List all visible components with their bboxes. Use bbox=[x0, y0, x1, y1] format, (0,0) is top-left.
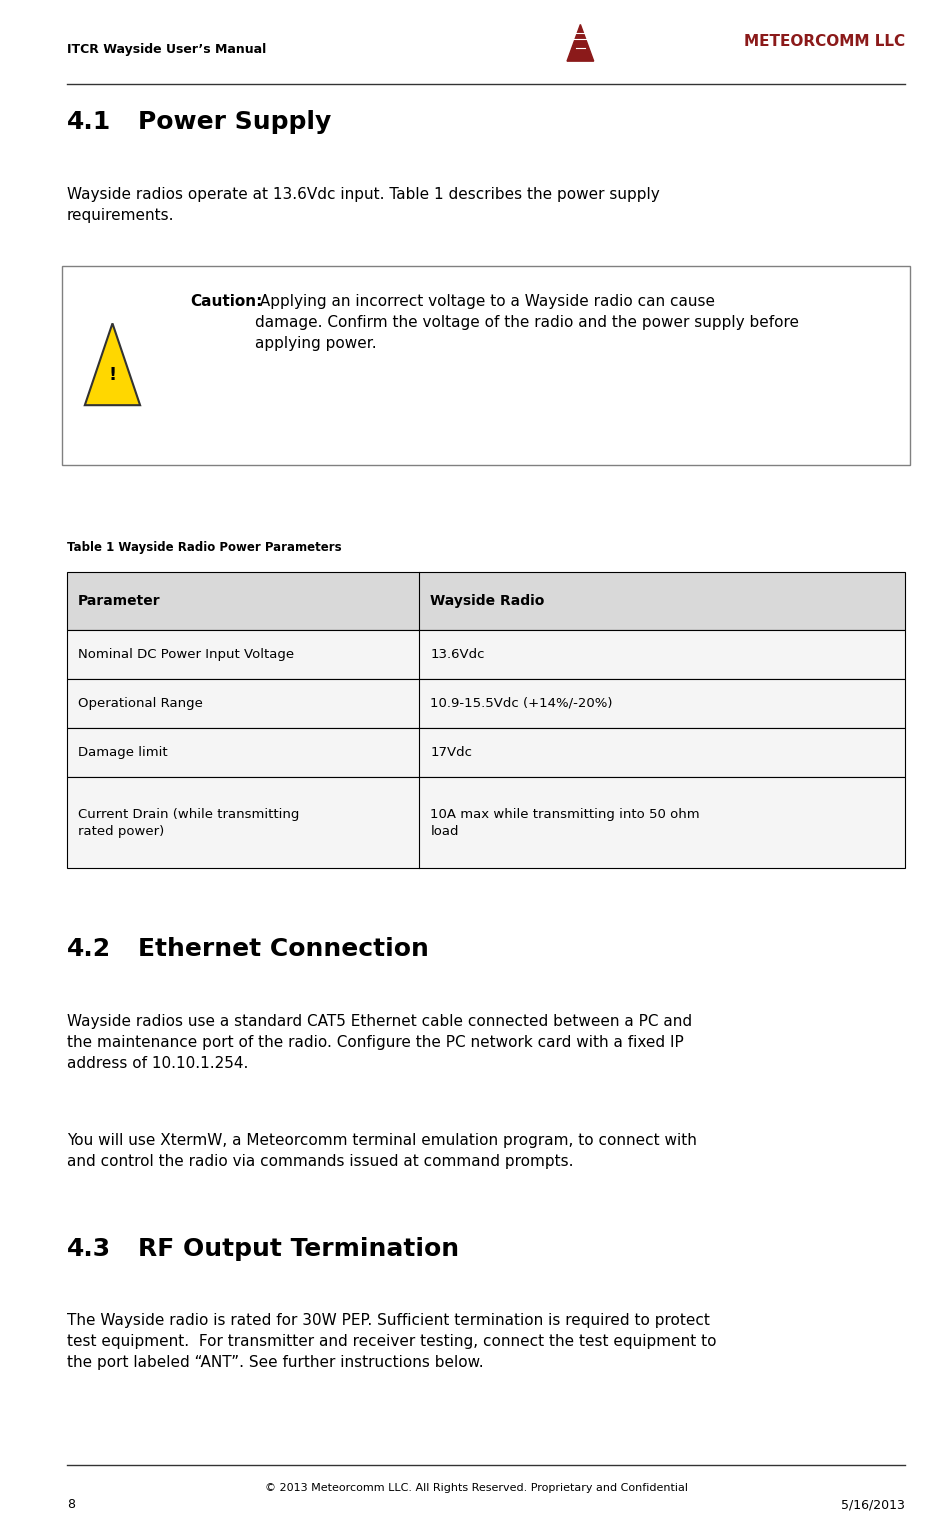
FancyBboxPatch shape bbox=[67, 630, 904, 679]
Text: Parameter: Parameter bbox=[78, 593, 161, 609]
Text: Wayside Radio: Wayside Radio bbox=[430, 593, 545, 609]
Text: Applying an incorrect voltage to a Wayside radio can cause
damage. Confirm the v: Applying an incorrect voltage to a Waysi… bbox=[255, 294, 799, 350]
Text: 5/16/2013: 5/16/2013 bbox=[841, 1498, 904, 1512]
Text: © 2013 Meteorcomm LLC. All Rights Reserved. Proprietary and Confidential: © 2013 Meteorcomm LLC. All Rights Reserv… bbox=[265, 1483, 687, 1494]
Text: Table 1 Wayside Radio Power Parameters: Table 1 Wayside Radio Power Parameters bbox=[67, 541, 341, 555]
Text: 10A max while transmitting into 50 ohm
load: 10A max while transmitting into 50 ohm l… bbox=[430, 807, 700, 838]
FancyBboxPatch shape bbox=[67, 728, 904, 777]
FancyBboxPatch shape bbox=[67, 777, 904, 868]
Text: 4.2: 4.2 bbox=[67, 937, 110, 962]
Polygon shape bbox=[85, 324, 140, 405]
Text: Current Drain (while transmitting
rated power): Current Drain (while transmitting rated … bbox=[78, 807, 299, 838]
Text: The Wayside radio is rated for 30W PEP. Sufficient termination is required to pr: The Wayside radio is rated for 30W PEP. … bbox=[67, 1313, 716, 1370]
Text: 4.3: 4.3 bbox=[67, 1237, 110, 1261]
Text: You will use XtermW, a Meteorcomm terminal emulation program, to connect with
an: You will use XtermW, a Meteorcomm termin… bbox=[67, 1133, 696, 1170]
Text: Wayside radios use a standard CAT5 Ethernet cable connected between a PC and
the: Wayside radios use a standard CAT5 Ether… bbox=[67, 1014, 691, 1070]
Text: 10.9-15.5Vdc (+14%/-20%): 10.9-15.5Vdc (+14%/-20%) bbox=[430, 697, 612, 709]
Text: Operational Range: Operational Range bbox=[78, 697, 203, 709]
Text: 13.6Vdc: 13.6Vdc bbox=[430, 648, 485, 661]
Text: !: ! bbox=[109, 365, 116, 384]
Text: Damage limit: Damage limit bbox=[78, 746, 168, 758]
Text: Wayside radios operate at 13.6Vdc input. Table 1 describes the power supply
requ: Wayside radios operate at 13.6Vdc input.… bbox=[67, 187, 659, 223]
Text: RF Output Termination: RF Output Termination bbox=[138, 1237, 459, 1261]
Text: Caution:: Caution: bbox=[190, 294, 263, 309]
Text: METEORCOMM LLC: METEORCOMM LLC bbox=[744, 34, 904, 49]
Text: Nominal DC Power Input Voltage: Nominal DC Power Input Voltage bbox=[78, 648, 294, 661]
FancyBboxPatch shape bbox=[67, 679, 904, 728]
Polygon shape bbox=[566, 24, 593, 61]
FancyBboxPatch shape bbox=[67, 572, 904, 630]
Text: Ethernet Connection: Ethernet Connection bbox=[138, 937, 428, 962]
Text: Power Supply: Power Supply bbox=[138, 110, 331, 135]
Text: 8: 8 bbox=[67, 1498, 74, 1512]
Text: ITCR Wayside User’s Manual: ITCR Wayside User’s Manual bbox=[67, 43, 266, 57]
Text: 4.1: 4.1 bbox=[67, 110, 110, 135]
Text: 17Vdc: 17Vdc bbox=[430, 746, 472, 758]
FancyBboxPatch shape bbox=[62, 266, 909, 465]
